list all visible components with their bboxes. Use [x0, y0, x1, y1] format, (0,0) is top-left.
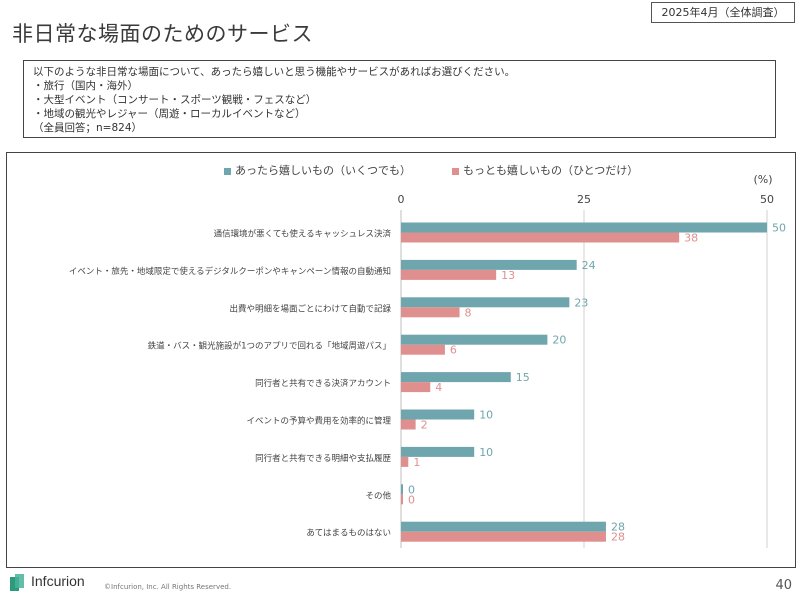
bar-series2	[401, 344, 445, 355]
question-line: ・地域の観光やレジャー（周遊・ローカルイベントなど）	[33, 108, 306, 120]
chart-frame	[6, 152, 796, 568]
question-line: （全員回答；n=824）	[33, 122, 142, 134]
data-label-series2: 8	[465, 306, 472, 319]
legend-label-series1: あったら嬉しいもの（いくつでも）	[235, 164, 411, 177]
question-line: ・旅行（国内・海外）	[33, 80, 138, 92]
bar-series2	[401, 494, 403, 505]
category-label: 通信環境が悪くても使えるキャッシュレス決済	[214, 229, 392, 240]
copyright-text: ©Infcurion, Inc. All Rights Reserved.	[104, 583, 232, 591]
page-number: 40	[775, 578, 792, 593]
data-label-series2: 0	[408, 493, 415, 506]
bar-series2	[401, 382, 431, 393]
legend-label-series2: もっとも嬉しいもの（ひとつだけ）	[463, 164, 639, 177]
category-label: 同行者と共有できる明細や支払履歴	[255, 453, 391, 464]
category-label: あてはまるものはない	[306, 529, 391, 539]
bar-series1	[401, 521, 606, 532]
category-label: イベント・旅先・地域限定で使えるデジタルクーポンやキャンペーン情報の自動通知	[69, 266, 391, 277]
bar-series1	[401, 334, 548, 345]
data-label-series1: 20	[552, 334, 566, 347]
infcurion-logo-icon	[10, 574, 24, 591]
legend-item-series1: あったら嬉しいもの（いくつでも）	[224, 162, 411, 178]
data-label-series1: 24	[582, 259, 596, 272]
bar-series2	[401, 269, 497, 280]
x-tick-label: 0	[398, 193, 405, 206]
data-label-series2: 38	[684, 232, 698, 245]
bar-series2	[401, 232, 680, 243]
bar-series1	[401, 446, 475, 457]
data-label-series1: 50	[772, 222, 786, 235]
question-line: ・大型イベント（コンサート・スポーツ観戦・フェスなど）	[33, 94, 317, 106]
data-label-series2: 4	[435, 381, 442, 394]
data-label-series2: 1	[413, 456, 420, 469]
category-label: 出費や明細を場面ごとにわけて自動で記録	[229, 303, 391, 314]
bar-series1	[401, 259, 577, 270]
data-label-series2: 13	[501, 269, 515, 282]
data-label-series1: 28	[611, 521, 625, 534]
bar-series1	[401, 484, 403, 495]
bar-series2	[401, 456, 409, 467]
legend-item-series2: もっとも嬉しいもの（ひとつだけ）	[452, 162, 638, 178]
category-label: イベントの予算や費用を効率的に管理	[246, 416, 391, 427]
data-label-series1: 23	[574, 296, 588, 309]
data-label-series1: 10	[479, 409, 493, 422]
legend-swatch-series1	[224, 167, 231, 175]
x-tick-label: 50	[760, 193, 774, 206]
data-label-series2: 2	[421, 419, 428, 432]
bar-series2	[401, 307, 460, 318]
page-title: 非日常な場面のためのサービス	[12, 22, 313, 46]
bar-series1	[401, 297, 570, 308]
question-box: 以下のような非日常な場面について、あったら嬉しいと思う機能やサービスがあればお選…	[23, 60, 776, 138]
category-label: その他	[365, 490, 391, 501]
data-label-series2: 6	[450, 344, 457, 357]
category-label: 鉄道・バス・観光施設が1つのアプリで回れる「地域周遊パス」	[148, 341, 391, 352]
data-label-series1: 0	[408, 483, 415, 496]
data-label-series1: 15	[516, 371, 530, 384]
bar-series2	[401, 419, 416, 430]
category-label: 同行者と共有できる決済アカウント	[255, 378, 391, 389]
legend-swatch-series2	[452, 167, 459, 175]
x-axis-unit-label: (%)	[753, 173, 772, 186]
company-logo-text: Infcurion	[31, 573, 85, 589]
data-label-series1: 10	[479, 446, 493, 459]
question-line: 以下のような非日常な場面について、あったら嬉しいと思う機能やサービスがあればお選…	[33, 66, 516, 78]
data-label-series2: 28	[611, 531, 625, 544]
bar-series2	[401, 531, 606, 542]
x-tick-label: 25	[577, 193, 591, 206]
bar-series1	[401, 222, 767, 233]
survey-date-tag: 2025年4月（全体調査）	[651, 2, 795, 23]
bar-series1	[401, 409, 475, 420]
bar-series1	[401, 372, 511, 383]
